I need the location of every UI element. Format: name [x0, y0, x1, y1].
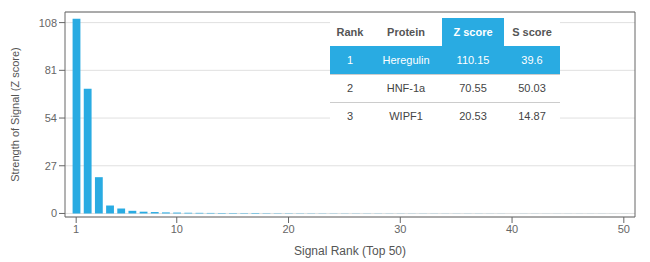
svg-text:27: 27	[45, 160, 57, 172]
svg-text:40: 40	[506, 223, 518, 235]
html-text:50.03: 50.03	[518, 82, 546, 94]
svg-text:Strength of Signal (Z score): Strength of Signal (Z score)	[9, 47, 21, 182]
svg-text:0: 0	[51, 207, 57, 219]
html-text:Heregulin: Heregulin	[382, 53, 430, 66]
svg-text:20: 20	[282, 223, 294, 235]
html-text:HNF-1a: HNF-1a	[386, 82, 426, 94]
svg-text:1: 1	[73, 223, 79, 235]
svg-text:54: 54	[45, 112, 57, 124]
html-text:110.15: 110.15	[456, 53, 490, 66]
html-text:Protein: Protein	[387, 26, 425, 38]
html-text:1: 1	[346, 53, 354, 66]
html-text:Rank: Rank	[336, 26, 364, 38]
html-text:39.6: 39.6	[521, 53, 543, 66]
svg-text:Signal Rank (Top 50): Signal Rank (Top 50)	[294, 244, 406, 258]
svg-text:50: 50	[618, 223, 630, 235]
html-text:3: 3	[346, 110, 354, 123]
html-text:2: 2	[346, 82, 354, 94]
html-text:20.53: 20.53	[459, 110, 487, 123]
html-text:WIPF1: WIPF1	[389, 110, 423, 123]
svg-text:108: 108	[39, 17, 57, 29]
html-text:14.87: 14.87	[518, 110, 546, 123]
svg-text:10: 10	[171, 223, 183, 235]
html-text:70.55: 70.55	[459, 82, 487, 94]
html-text:S score: S score	[512, 26, 552, 38]
svg-text:81: 81	[45, 64, 57, 76]
html-text:Z score: Z score	[453, 26, 493, 38]
svg-text:30: 30	[394, 223, 406, 235]
